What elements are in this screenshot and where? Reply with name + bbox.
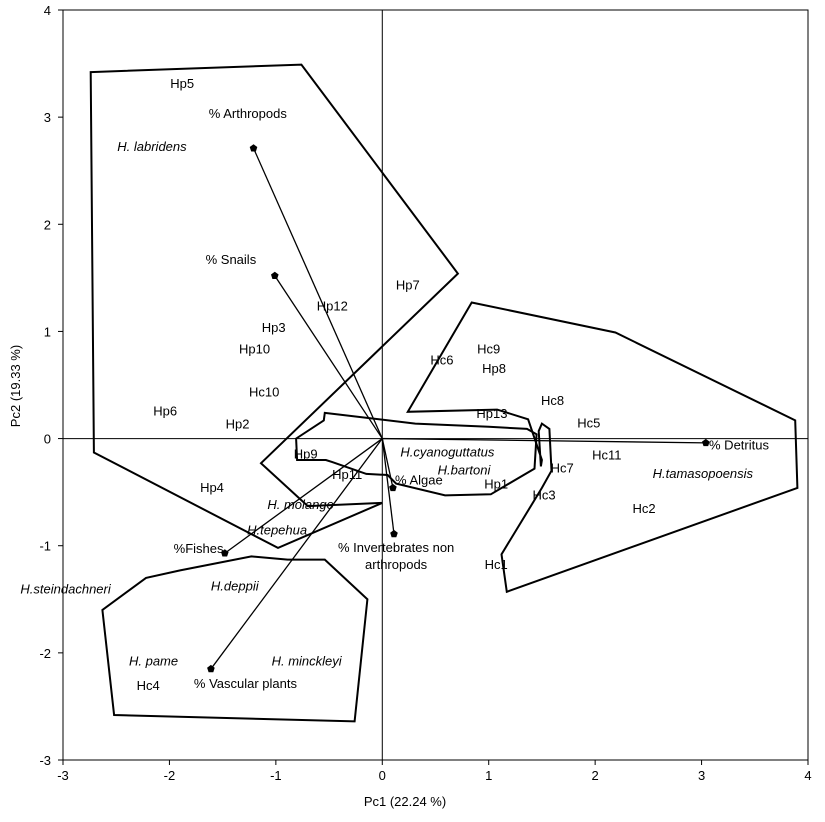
point-label: Hc8 [541,393,564,408]
vector-label-line2: arthropods [365,557,428,572]
vector-line [224,438,383,554]
y-tick-label: -3 [39,753,51,768]
point-label: Hc5 [577,416,600,431]
vector-line [381,438,394,488]
point-label: Hp8 [482,361,506,376]
y-tick-label: -2 [39,646,51,661]
species-label: H.bartoni [438,463,492,478]
x-tick-label: -3 [57,768,69,783]
vector-endpoint-marker [221,549,229,557]
species-label: H. molango [267,497,333,512]
x-axis-ticks: -3 -2 -1 0 1 2 3 4 [57,760,812,783]
group-hull [101,555,369,723]
vector-label: % Detritus [709,437,769,452]
vector-label: % Algae [395,473,443,488]
point-label: Hp3 [262,320,286,335]
group-hull [89,63,460,550]
vector-line [274,275,383,439]
point-label: Hp7 [396,277,420,292]
y-tick-label: 2 [44,217,51,232]
vector-line [381,438,395,535]
point-label: Hc6 [430,352,453,367]
x-axis-title: Pc1 (22.24 %) [364,794,446,809]
y-axis-title: Pc2 (19.33 %) [8,345,23,427]
y-tick-label: 0 [44,432,51,447]
vector-endpoint-marker [271,271,279,279]
point-label: Hp2 [226,417,250,432]
point-label: Hp9 [294,447,318,462]
x-tick-label: -2 [164,768,176,783]
y-tick-label: 4 [44,3,51,18]
species-label: H. minckleyi [272,653,343,668]
point-labels: Hp5 Hp7 Hp12 Hp3 Hp10 Hc10 Hp6 Hp2 Hp4 Hp9 Hp11 Hc6… [137,76,656,693]
point-label: Hc2 [633,501,656,516]
x-tick-label: 1 [485,768,492,783]
species-labels: H. labridens H.cyanoguttatus H.bartoni H.ta… [20,139,753,668]
x-tick-label: 4 [804,768,811,783]
species-label: H.cyanoguttatus [400,444,494,459]
group-hulls [89,63,799,723]
vector-label: % Arthropods [209,106,288,121]
point-label: Hp11 [332,467,362,482]
vector-labels: % Arthropods % Snails % Detritus % Algae % I… [174,106,770,691]
vector-line [252,147,383,439]
point-label: Hc11 [592,448,621,463]
vector-label: %Fishes [174,541,224,556]
group-hull [406,301,799,594]
point-label: Hp12 [317,299,348,314]
vector-label: % Vascular plants [194,676,298,691]
x-tick-label: -1 [270,768,282,783]
x-tick-label: 2 [592,768,599,783]
y-tick-label: 1 [44,324,51,339]
vector-endpoint-marker [249,144,258,152]
point-label: Hc3 [532,487,555,502]
species-label: H.tamasopoensis [653,466,754,481]
point-label: Hp4 [200,480,224,495]
plot-frame [62,9,809,761]
vector-line [210,438,383,670]
vector-endpoint-marker [702,438,710,447]
y-tick-label: 3 [44,110,51,125]
y-axis-ticks: -3 -2 -1 0 1 2 3 4 [39,3,63,768]
vector-endpoint-marker [389,483,397,492]
point-label: Hc7 [551,461,574,476]
vector-endpoint-marker [390,529,398,538]
x-tick-label: 3 [698,768,705,783]
variable-vectors [207,144,710,673]
point-label: Hp13 [476,406,507,421]
y-tick-label: -1 [39,539,51,554]
vector-label: % Snails [206,252,257,267]
point-label: Hc4 [137,678,160,693]
species-label: H. pame [129,653,178,668]
point-label: Hp5 [170,76,194,91]
point-label: Hp10 [239,342,270,357]
x-tick-label: 0 [379,768,386,783]
vector-endpoint-marker [207,664,215,673]
point-label: Hp1 [484,477,508,492]
point-label: Hp6 [153,404,177,419]
vector-label: % Invertebrates non [338,540,454,555]
species-label: H.tepehua [247,523,307,538]
point-label: Hc10 [249,384,279,399]
species-label: H.deppii [211,578,260,593]
vector-line [382,437,706,444]
point-label: Hc1 [485,557,508,572]
species-label: H.steindachneri [20,582,111,597]
group-hull [295,411,538,497]
point-label: Hc9 [477,342,500,357]
reference-lines [63,10,808,760]
species-label: H. labridens [117,139,187,154]
